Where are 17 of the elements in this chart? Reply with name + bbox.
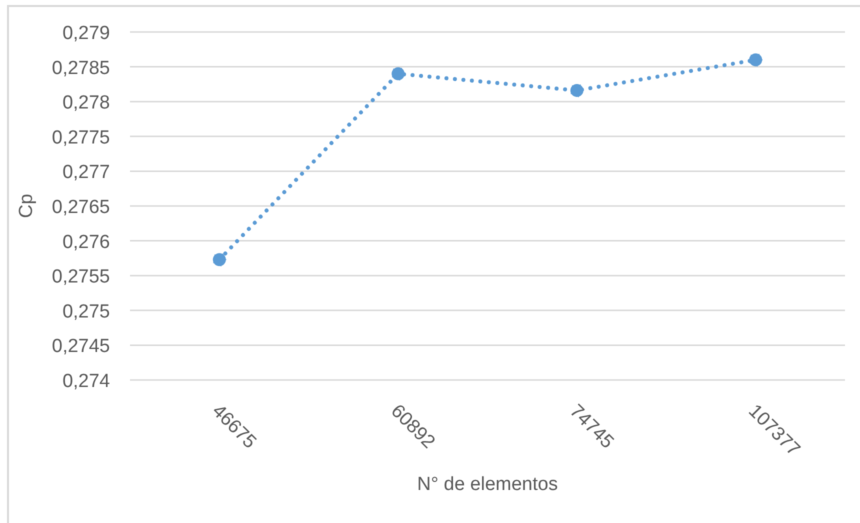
y-tick-label: 0,276 bbox=[62, 232, 110, 253]
x-axis-title: N° de elementos bbox=[417, 474, 558, 495]
y-tick-label: 0,275 bbox=[62, 301, 110, 322]
y-tick-label: 0,274 bbox=[62, 371, 110, 392]
y-tick-label: 0,2745 bbox=[52, 336, 110, 358]
y-tick-label: 0,277 bbox=[62, 162, 110, 184]
y-tick-label: 0,2785 bbox=[52, 58, 110, 79]
y-tick-label: 0,279 bbox=[62, 23, 110, 44]
point bbox=[391, 66, 406, 81]
y-tick-label: 0,2755 bbox=[52, 266, 110, 288]
y-tick-label: 0,2765 bbox=[52, 197, 110, 218]
point bbox=[212, 252, 226, 267]
y-tick-label: 0,278 bbox=[62, 92, 110, 114]
y-tick-label: 0,2775 bbox=[52, 127, 110, 148]
point bbox=[570, 83, 584, 98]
y-axis-title: Cp bbox=[16, 194, 37, 218]
point bbox=[748, 52, 763, 67]
